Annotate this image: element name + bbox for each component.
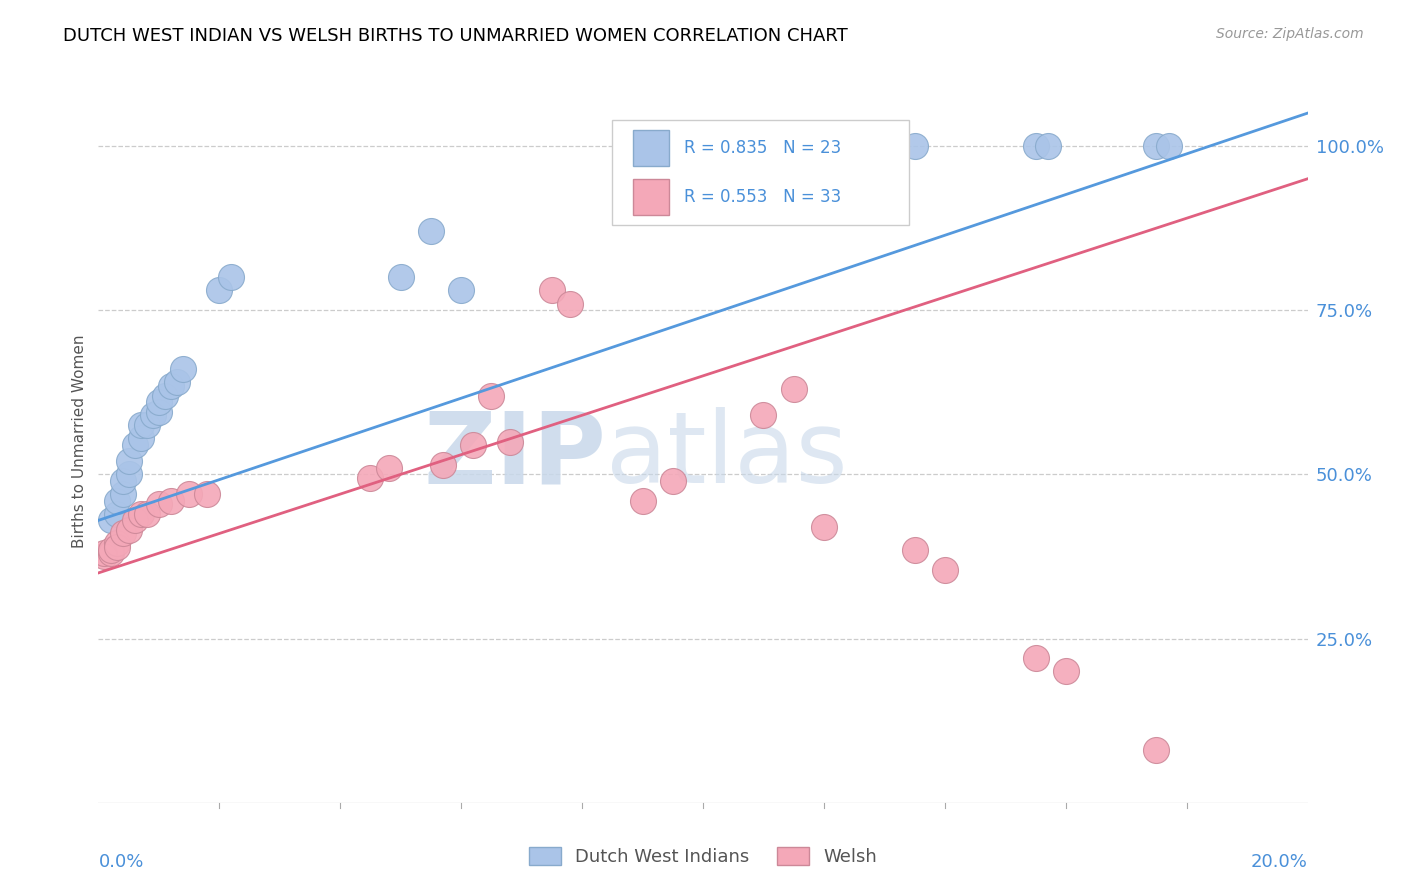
Point — [1144, 139, 1167, 153]
Point — [673, 139, 696, 153]
Point — [166, 376, 188, 390]
Point — [450, 284, 472, 298]
Point — [481, 388, 503, 402]
Point — [195, 487, 218, 501]
Text: R = 0.553   N = 33: R = 0.553 N = 33 — [683, 188, 841, 206]
Text: ZIP: ZIP — [423, 408, 606, 505]
Y-axis label: Births to Unmarried Women: Births to Unmarried Women — [72, 334, 87, 549]
Point — [135, 507, 157, 521]
Point — [1054, 665, 1077, 679]
Text: DUTCH WEST INDIAN VS WELSH BIRTHS TO UNMARRIED WOMEN CORRELATION CHART: DUTCH WEST INDIAN VS WELSH BIRTHS TO UNM… — [63, 27, 848, 45]
Point — [93, 549, 115, 564]
Point — [105, 540, 128, 554]
Point — [1036, 139, 1059, 153]
Point — [129, 431, 152, 445]
Text: 0.0%: 0.0% — [98, 854, 143, 871]
Legend: Dutch West Indians, Welsh: Dutch West Indians, Welsh — [522, 840, 884, 873]
Point — [360, 471, 382, 485]
Point — [558, 296, 581, 310]
Point — [148, 395, 170, 409]
Point — [100, 542, 122, 557]
Point — [105, 493, 128, 508]
Point — [540, 284, 562, 298]
Text: Source: ZipAtlas.com: Source: ZipAtlas.com — [1216, 27, 1364, 41]
Point — [498, 434, 520, 449]
Point — [1024, 651, 1046, 665]
Point — [100, 513, 122, 527]
Point — [631, 493, 654, 508]
Point — [752, 409, 775, 423]
Point — [111, 487, 134, 501]
Point — [463, 438, 485, 452]
Point — [105, 507, 128, 521]
Point — [118, 454, 141, 468]
FancyBboxPatch shape — [613, 120, 908, 225]
Point — [934, 563, 956, 577]
Bar — [633, 130, 669, 166]
Point — [142, 409, 165, 423]
Point — [160, 493, 183, 508]
Point — [873, 139, 896, 153]
Point — [129, 507, 152, 521]
Point — [172, 362, 194, 376]
Point — [1144, 743, 1167, 757]
Point — [813, 520, 835, 534]
Bar — [633, 178, 669, 215]
Point — [692, 139, 714, 153]
Point — [661, 139, 683, 153]
Point — [118, 467, 141, 482]
Point — [716, 139, 738, 153]
Point — [1024, 139, 1046, 153]
Point — [111, 526, 134, 541]
Point — [179, 487, 201, 501]
Point — [221, 270, 243, 285]
Point — [105, 536, 128, 550]
Point — [124, 513, 146, 527]
Point — [153, 388, 176, 402]
Point — [904, 139, 927, 153]
Point — [432, 458, 454, 472]
Point — [1157, 139, 1180, 153]
Point — [389, 270, 412, 285]
Point — [148, 405, 170, 419]
Text: atlas: atlas — [606, 408, 848, 505]
Point — [208, 284, 231, 298]
Point — [783, 382, 806, 396]
Point — [661, 474, 683, 488]
Point — [904, 542, 927, 557]
Point — [118, 523, 141, 537]
Point — [100, 546, 122, 560]
Point — [111, 474, 134, 488]
Point — [160, 378, 183, 392]
Text: 20.0%: 20.0% — [1251, 854, 1308, 871]
Point — [135, 418, 157, 433]
Point — [124, 438, 146, 452]
Point — [148, 497, 170, 511]
Point — [129, 418, 152, 433]
Point — [93, 546, 115, 560]
Text: R = 0.835   N = 23: R = 0.835 N = 23 — [683, 139, 841, 157]
Point — [420, 224, 443, 238]
Point — [377, 460, 399, 475]
